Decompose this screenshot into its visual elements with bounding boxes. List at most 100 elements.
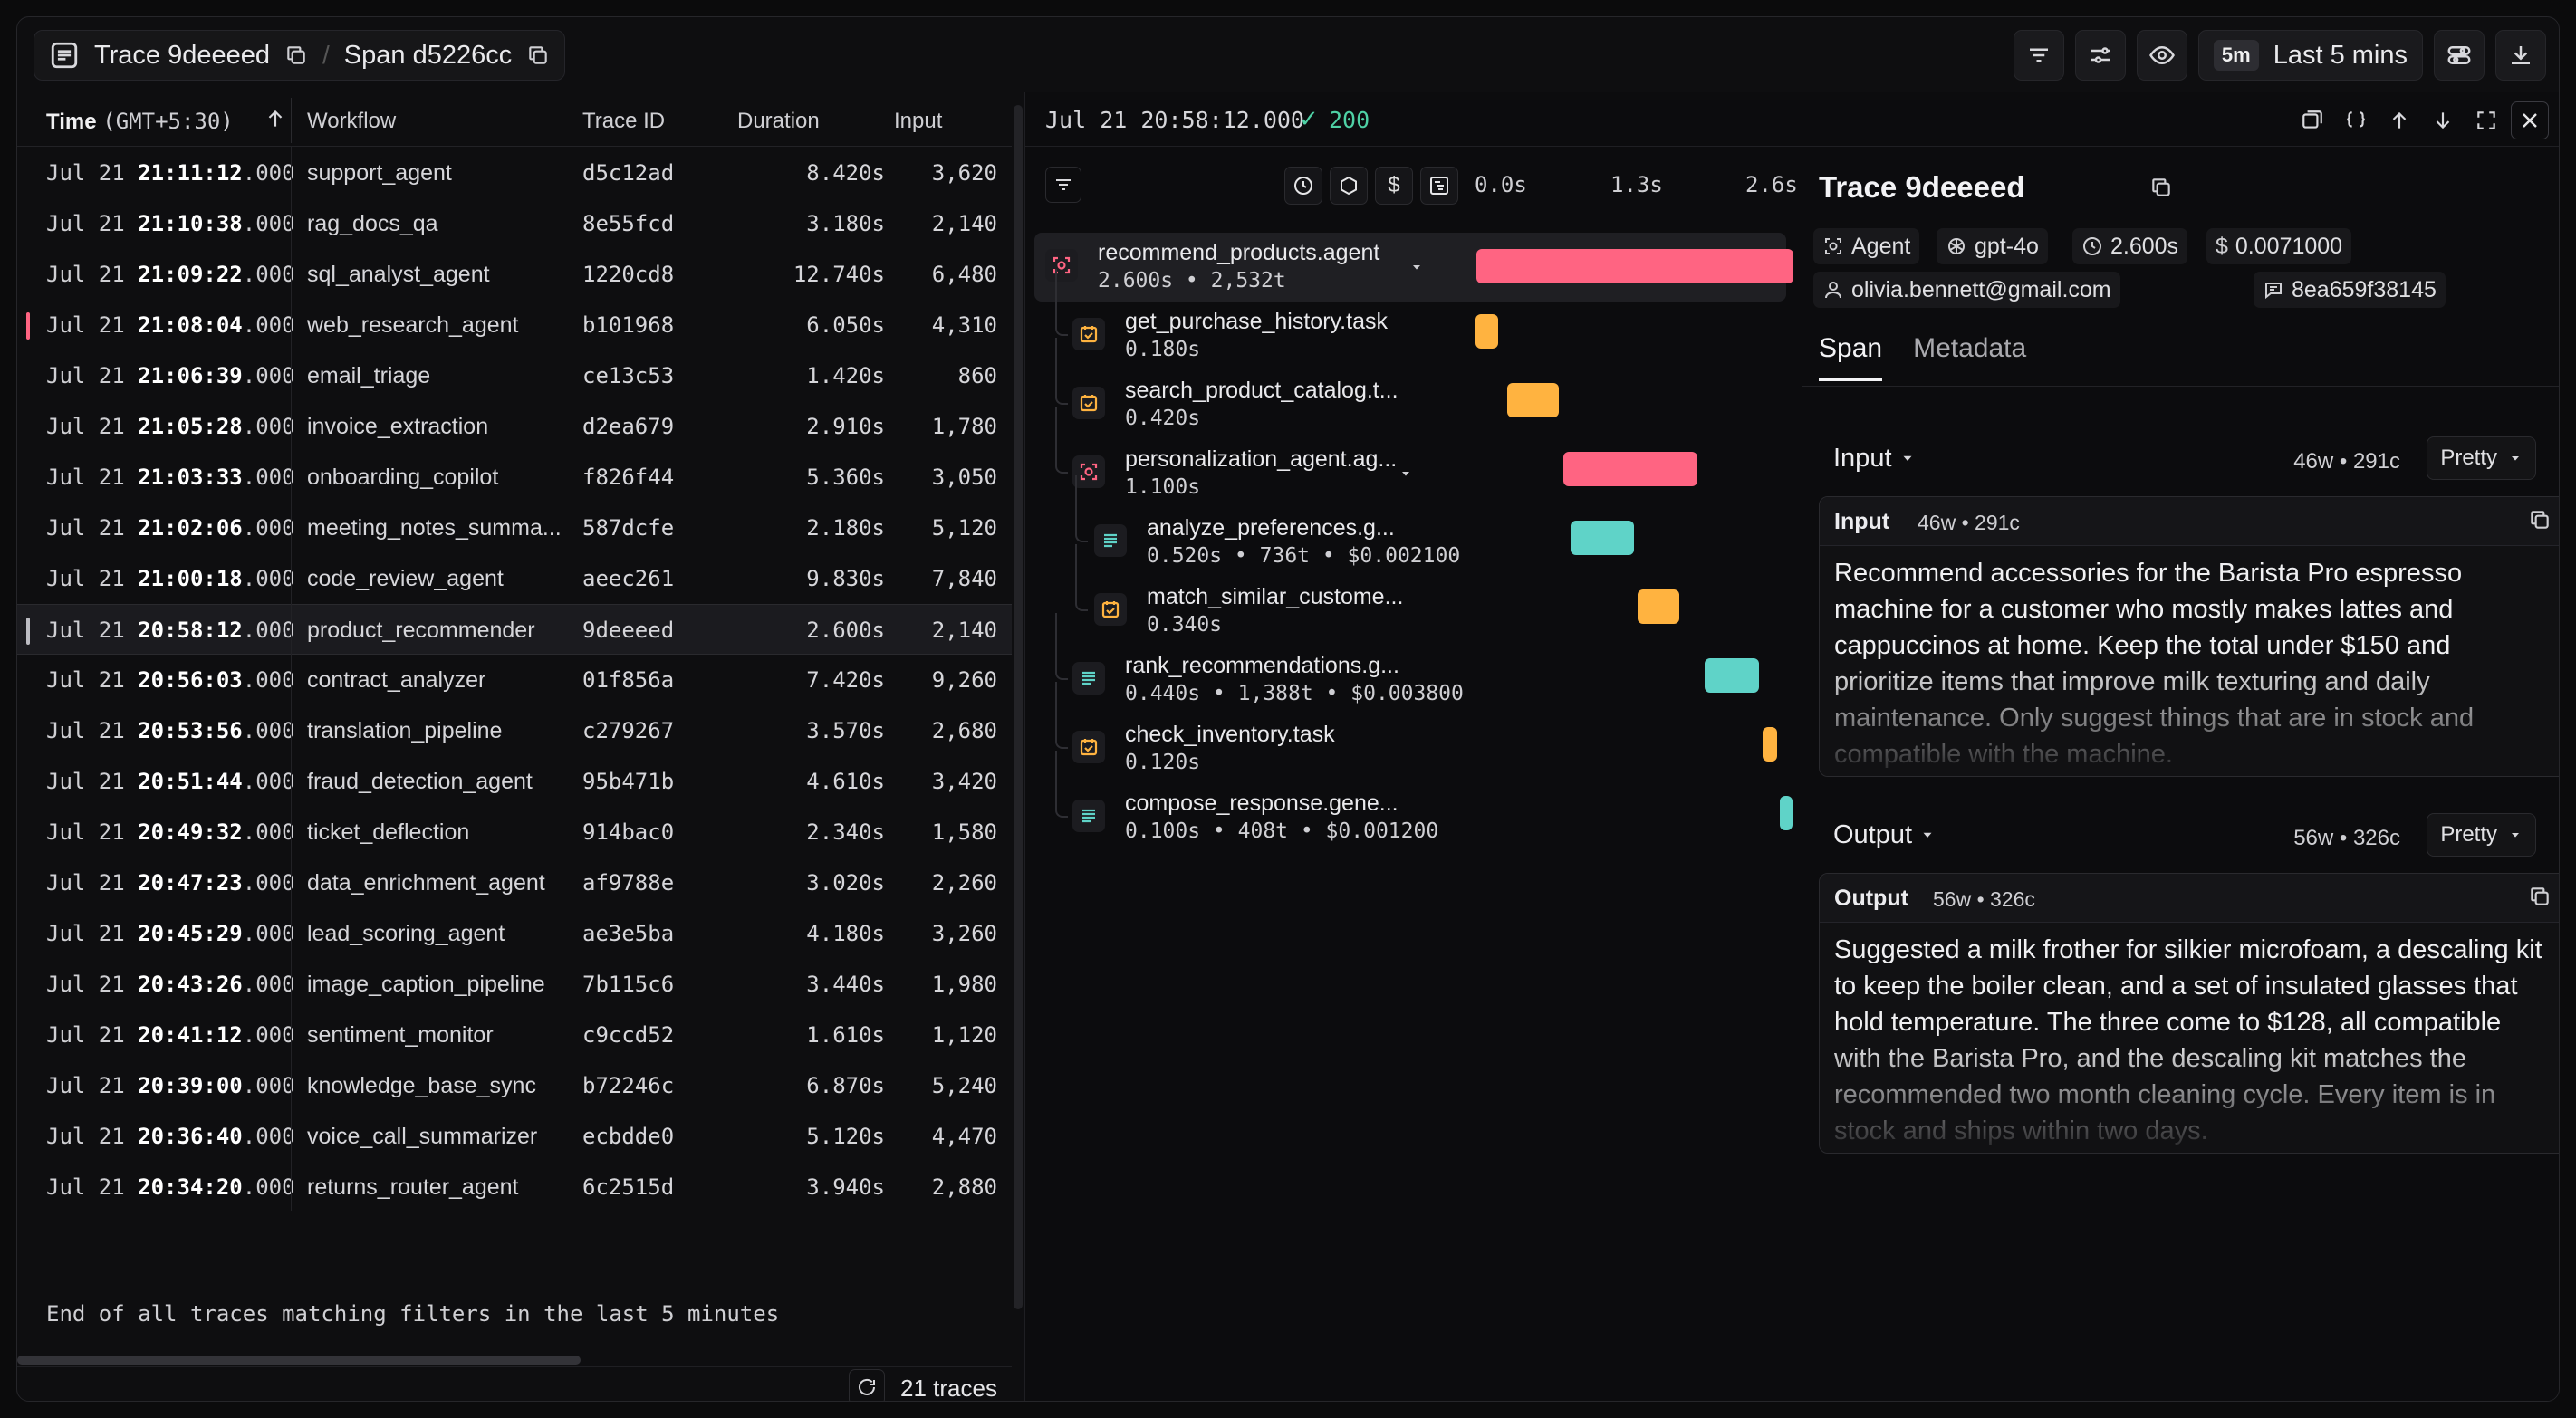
cell-duration: 3.020s	[806, 870, 885, 896]
table-row[interactable]: Jul 21 20:39:00.000 knowledge_base_sync b7…	[17, 1060, 1012, 1111]
previous-trace-button[interactable]	[2380, 101, 2418, 139]
table-row[interactable]: Jul 21 21:11:12.000 support_agent d5c12ad 8…	[17, 148, 1012, 198]
table-row[interactable]: Jul 21 20:49:32.000 ticket_deflection 914b…	[17, 807, 1012, 858]
close-panel-button[interactable]	[2511, 101, 2549, 139]
refresh-button[interactable]	[849, 1369, 885, 1401]
copy-span-icon[interactable]	[526, 43, 550, 67]
cell-time: Jul 21 21:06:39.000	[46, 363, 295, 388]
span-row[interactable]: match_similar_custome... 0.340s	[1085, 577, 1442, 646]
column-input[interactable]: Input	[894, 109, 943, 133]
copy-output-icon[interactable]	[2528, 885, 2552, 913]
tab-span[interactable]: Span	[1819, 333, 1883, 381]
collapse-caret-icon[interactable]	[1409, 260, 1424, 279]
breadcrumb-span[interactable]: Span d5226cc	[343, 40, 513, 70]
table-row[interactable]: Jul 21 20:58:12.000 product_recommender 9d…	[17, 604, 1012, 655]
table-row[interactable]: Jul 21 20:41:12.000 sentiment_monitor c9cc…	[17, 1010, 1012, 1060]
span-filter-button[interactable]	[1045, 167, 1081, 203]
span-timeline-bar[interactable]	[1762, 727, 1777, 762]
column-duration[interactable]: Duration	[737, 109, 820, 133]
table-row[interactable]: Jul 21 20:34:20.000 returns_router_agent 6…	[17, 1162, 1012, 1212]
output-section-header: Output 56w • 326c Pretty	[1819, 813, 2545, 858]
table-row[interactable]: Jul 21 21:03:33.000 onboarding_copilot f82…	[17, 452, 1012, 503]
cell-duration: 6.870s	[806, 1073, 885, 1098]
table-row[interactable]: Jul 21 21:10:38.000 rag_docs_qa 8e55fcd 3.1…	[17, 198, 1012, 249]
table-row[interactable]: Jul 21 20:45:29.000 lead_scoring_agent ae3…	[17, 908, 1012, 959]
cell-duration: 3.180s	[806, 211, 885, 236]
table-row[interactable]: Jul 21 21:09:22.000 sql_analyst_agent 1220…	[17, 249, 1012, 300]
tokens-toggle[interactable]	[1330, 167, 1368, 205]
cell-input: 1,980	[931, 972, 997, 997]
span-timeline-bar[interactable]	[1571, 521, 1635, 555]
span-timeline-bar[interactable]	[1563, 452, 1698, 486]
input-format-select[interactable]: Pretty	[2427, 436, 2536, 480]
horizontal-scrollbar[interactable]	[17, 1356, 1012, 1365]
task-icon	[1072, 731, 1105, 763]
vertical-scrollbar[interactable]	[1014, 105, 1023, 1309]
gantt-toggle[interactable]	[1420, 167, 1458, 205]
table-row[interactable]: Jul 21 21:06:39.000 email_triage ce13c53 1.…	[17, 350, 1012, 401]
output-toggle[interactable]: Output	[1833, 820, 1936, 850]
dock-panel-button[interactable]	[2293, 101, 2331, 139]
span-row[interactable]: personalization_agent.ag... 1.100s	[1063, 439, 1442, 508]
session-chip[interactable]: 8ea659f38145	[2254, 272, 2446, 308]
message-icon	[2265, 283, 2282, 300]
span-timeline-bar[interactable]	[1705, 658, 1759, 693]
json-view-button[interactable]	[2337, 101, 2375, 139]
copy-input-icon[interactable]	[2528, 508, 2552, 536]
table-row[interactable]: Jul 21 20:56:03.000 contract_analyzer 01f8…	[17, 655, 1012, 705]
table-row[interactable]: Jul 21 21:00:18.000 code_review_agent aeec…	[17, 553, 1012, 604]
column-time[interactable]: Time (GMT+5:30)	[46, 109, 234, 134]
expand-button[interactable]	[2467, 101, 2505, 139]
copy-title-icon[interactable]	[2149, 176, 2173, 199]
span-row[interactable]: get_purchase_history.task 0.180s	[1063, 302, 1442, 370]
next-trace-button[interactable]	[2424, 101, 2462, 139]
span-meta: 1.100s	[1125, 475, 1201, 499]
span-row[interactable]: analyze_preferences.g... 0.520s • 736t • …	[1085, 508, 1460, 577]
table-row[interactable]: Jul 21 20:43:26.000 image_caption_pipelin…	[17, 959, 1012, 1010]
tab-metadata[interactable]: Metadata	[1913, 333, 2027, 363]
table-row[interactable]: Jul 21 20:36:40.000 voice_call_summarizer…	[17, 1111, 1012, 1162]
span-row[interactable]: rank_recommendations.g... 0.440s • 1,388t…	[1063, 646, 1464, 714]
trace-timestamp: Jul 21 20:58:12.000	[1045, 107, 1304, 133]
span-name: match_similar_custome...	[1147, 584, 1404, 609]
table-row[interactable]: Jul 21 21:05:28.000 invoice_extraction d2e…	[17, 401, 1012, 452]
user-chip[interactable]: olivia.bennett@gmail.com	[1813, 272, 2120, 308]
output-card: Output 56w • 326c Suggested a milk froth…	[1819, 873, 2559, 1154]
sort-arrow-up-icon[interactable]	[264, 107, 287, 130]
filter-button[interactable]	[2013, 30, 2064, 81]
adjust-button[interactable]	[2074, 30, 2126, 81]
span-timeline-bar[interactable]	[1475, 314, 1498, 349]
span-row[interactable]: check_inventory.task 0.120s	[1063, 714, 1442, 783]
table-row[interactable]: Jul 21 21:08:04.000 web_research_agent b10…	[17, 300, 1012, 350]
table-row[interactable]: Jul 21 20:47:23.000 data_enrichment_agent…	[17, 858, 1012, 908]
cost-toggle[interactable]: $	[1375, 167, 1413, 205]
span-timeline-bar[interactable]	[1507, 383, 1559, 417]
table-row[interactable]: Jul 21 21:02:06.000 meeting_notes_summa..…	[17, 503, 1012, 553]
toggle-sidebar-icon[interactable]	[49, 40, 80, 71]
duration-toggle[interactable]	[1284, 167, 1322, 205]
copy-trace-icon[interactable]	[284, 43, 308, 67]
breadcrumb-trace[interactable]: Trace 9deeeed	[94, 40, 271, 70]
output-stats: 56w • 326c	[2293, 826, 2400, 850]
column-workflow[interactable]: Workflow	[307, 109, 397, 133]
time-range-button[interactable]: 5m Last 5 mins	[2197, 30, 2423, 81]
input-toggle[interactable]: Input	[1833, 444, 1916, 474]
download-button[interactable]	[2495, 30, 2546, 81]
cell-duration: 2.180s	[806, 515, 885, 541]
filter-icon	[2029, 48, 2048, 62]
table-row[interactable]: Jul 21 20:53:56.000 translation_pipeline c…	[17, 705, 1012, 756]
span-row[interactable]: compose_response.gene... 0.100s • 408t • …	[1063, 783, 1442, 852]
span-timeline-bar[interactable]	[1779, 796, 1793, 830]
column-trace-id[interactable]: Trace ID	[582, 109, 666, 133]
type-chip: Agent	[1813, 228, 1920, 264]
table-row[interactable]: Jul 21 20:51:44.000 fraud_detection_agent…	[17, 756, 1012, 807]
sliders-icon	[2091, 47, 2110, 63]
cell-input: 5,120	[931, 515, 997, 541]
view-button[interactable]	[2136, 30, 2187, 81]
settings-button[interactable]	[2434, 30, 2485, 81]
span-timeline-bar[interactable]	[1638, 589, 1680, 624]
collapse-caret-icon[interactable]	[1399, 466, 1413, 485]
span-timeline-bar[interactable]	[1476, 249, 1793, 283]
output-format-select[interactable]: Pretty	[2427, 813, 2536, 857]
span-row[interactable]: search_product_catalog.t... 0.420s	[1063, 370, 1442, 439]
